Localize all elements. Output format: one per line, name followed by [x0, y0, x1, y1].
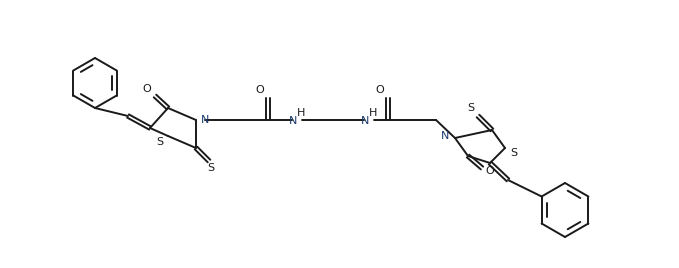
- Text: H: H: [369, 108, 378, 118]
- Text: N: N: [289, 116, 297, 126]
- Text: N: N: [201, 115, 209, 125]
- Text: O: O: [255, 85, 264, 95]
- Text: O: O: [375, 85, 384, 95]
- Text: S: S: [511, 148, 517, 158]
- Text: S: S: [156, 137, 164, 147]
- Text: N: N: [361, 116, 369, 126]
- Text: S: S: [467, 103, 475, 113]
- Text: O: O: [143, 84, 151, 94]
- Text: N: N: [441, 131, 449, 141]
- Text: H: H: [297, 108, 305, 118]
- Text: O: O: [485, 166, 494, 176]
- Text: S: S: [208, 163, 215, 173]
